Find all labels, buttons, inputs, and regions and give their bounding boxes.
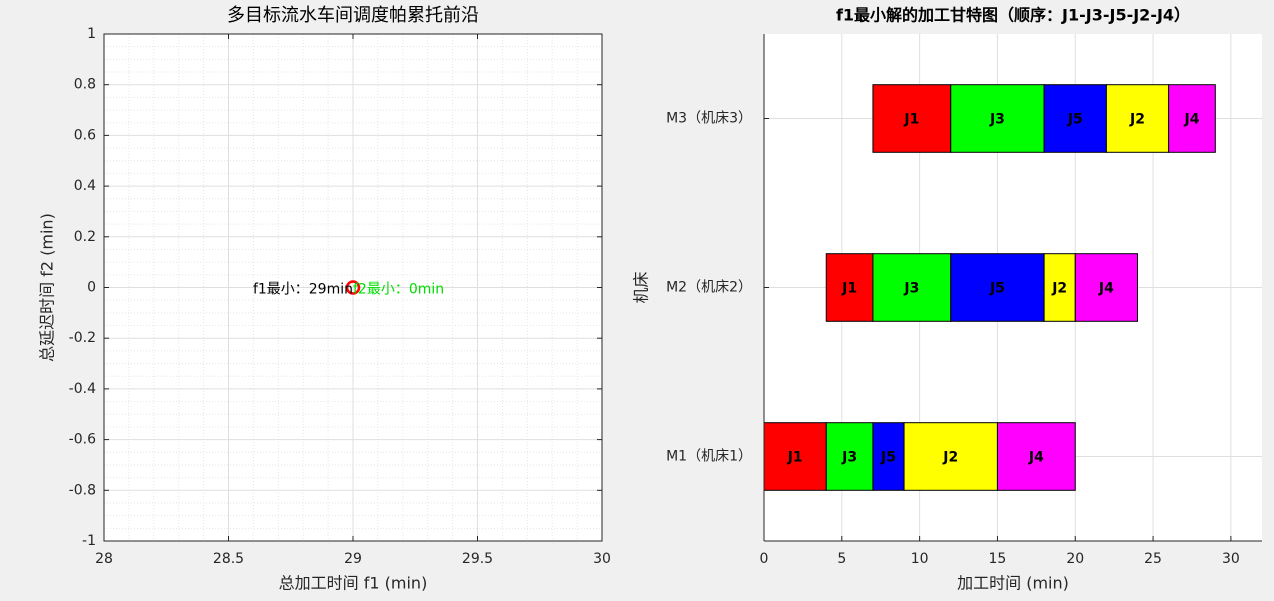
- x-tick-label: 28.5: [213, 551, 244, 567]
- bar-label: J3: [989, 112, 1005, 128]
- chart-title: 多目标流水车间调度帕累托前沿: [227, 5, 479, 26]
- gantt-bar: [1043, 84, 1107, 153]
- y-tick-label: -0.8: [69, 482, 96, 498]
- bar-label: J5: [880, 450, 896, 466]
- bar-label: J5: [1067, 112, 1083, 128]
- chart: 28 28.5 29 29.5 30 -1 -0.8 -0.6 -0.4 -0.2 0 0.2 0.4 0…: [38, 5, 611, 593]
- x-tick-label: 15: [989, 551, 1007, 567]
- y-axis-label: 总延迟时间 f2 (min): [38, 213, 57, 362]
- bar-label: J2: [1129, 112, 1145, 128]
- y-tick-label: -0.6: [69, 432, 96, 448]
- chart-title: f1最小解的加工甘特图（顺序：J1-J3-J5-J2-J4）: [836, 6, 1190, 25]
- x-tick-label: 0: [760, 551, 769, 567]
- axes-box: [103, 33, 603, 542]
- gantt-bar: [1168, 84, 1216, 153]
- gantt-bar: [950, 84, 1045, 153]
- gantt-bar: [872, 253, 952, 322]
- y-tick-label: 0.2: [74, 229, 96, 245]
- x-tick-label: 30: [593, 551, 611, 567]
- x-axis-label: 总加工时间 f1 (min): [279, 574, 428, 593]
- gantt-bar: [950, 253, 1045, 322]
- x-tick-label: 5: [837, 551, 846, 567]
- point: [345, 280, 361, 295]
- bar-label: J4: [1028, 450, 1044, 466]
- gantt-bar: [1105, 84, 1170, 153]
- gantt-bar: [825, 253, 874, 322]
- y-tick-label: M2（机床2）: [666, 280, 752, 296]
- annotation: f2最小：0min: [353, 282, 444, 298]
- bar-label: J1: [787, 450, 803, 466]
- y-tick-label: -1: [82, 533, 96, 549]
- bar-label: J2: [942, 450, 958, 466]
- bar-label: J3: [841, 450, 857, 466]
- y-tick-label: 0.4: [74, 178, 96, 194]
- x-tick-label: 30: [1222, 551, 1240, 567]
- chart: 0 5 10 15 20 25 30 M1（机床1） M2（机床2） M3（机床3） J1 J1 J1 J…: [632, 6, 1262, 593]
- bar-label: J4: [1183, 112, 1199, 128]
- y-tick-label: M3（机床3）: [666, 111, 752, 127]
- x-tick-label: 29.5: [462, 551, 493, 567]
- y-tick-label: -0.4: [69, 381, 96, 397]
- x-tick-label: 20: [1066, 551, 1084, 567]
- annotation: f1最小：29min: [253, 282, 353, 298]
- bar-label: J1: [841, 281, 857, 297]
- y-tick-label: 0.8: [74, 77, 96, 93]
- bar-label: J4: [1098, 281, 1114, 297]
- bar-label: J3: [903, 281, 919, 297]
- y-axis-label: 机床: [632, 271, 651, 303]
- y-tick-label: 1: [87, 26, 96, 42]
- x-axis-label: 加工时间 (min): [957, 574, 1069, 593]
- bar-label: J5: [989, 281, 1005, 297]
- y-tick-label: 0.6: [74, 127, 96, 143]
- gantt-bar: [996, 422, 1076, 491]
- gantt-bar: [1043, 253, 1076, 322]
- bar-label: J2: [1051, 281, 1067, 297]
- x-tick-label: 29: [344, 551, 362, 567]
- x-tick-label: 25: [1144, 551, 1162, 567]
- x-tick-label: 28: [95, 551, 113, 567]
- bar-label: J1: [903, 112, 919, 128]
- y-tick-label: 0: [87, 280, 96, 296]
- gantt-bar: [1074, 253, 1138, 322]
- y-tick-label: M1（机床1）: [666, 449, 752, 465]
- gantt-bar: [903, 422, 998, 491]
- gantt-bar: [763, 422, 827, 491]
- y-tick-label: -0.2: [69, 330, 96, 346]
- gantt-bar: [872, 84, 952, 153]
- gantt-bar: [825, 422, 874, 491]
- x-tick-label: 10: [911, 551, 929, 567]
